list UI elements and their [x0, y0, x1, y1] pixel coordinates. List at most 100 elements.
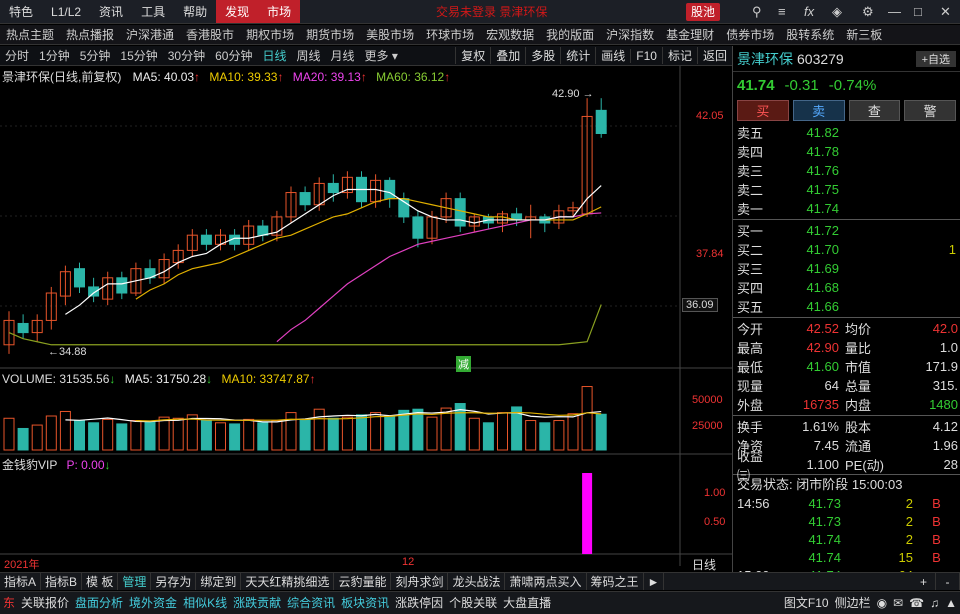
bottom-tab[interactable]: 境外资金: [129, 596, 178, 610]
nav-item[interactable]: 香港股市: [186, 28, 235, 42]
nav-item[interactable]: 环球市场: [426, 28, 475, 42]
broadcast-icon[interactable]: ◉: [876, 596, 888, 610]
minimize-icon[interactable]: —: [888, 4, 901, 19]
ask-level[interactable]: 卖五 41.82: [733, 123, 960, 142]
period-intraday[interactable]: 分时: [5, 49, 30, 63]
bottom-tab[interactable]: 个股关联: [449, 596, 498, 610]
ask-level[interactable]: 卖三 41.76: [733, 161, 960, 180]
nav-item[interactable]: 沪深港通: [126, 28, 175, 42]
draw-line-button[interactable]: 画线: [595, 47, 630, 64]
watchlist-button[interactable]: +自选: [915, 50, 956, 67]
multi-stock-button[interactable]: 多股: [525, 47, 560, 64]
gear-icon[interactable]: ⚙: [862, 4, 874, 19]
query-button[interactable]: 查: [848, 100, 901, 121]
bottom-tab[interactable]: 关联报价: [21, 596, 70, 610]
ask-level[interactable]: 卖一 41.74: [733, 199, 960, 218]
stock-pool-button[interactable]: 股池: [686, 3, 721, 21]
kline-chart[interactable]: [0, 66, 732, 572]
nav-item[interactable]: 基金理财: [666, 28, 715, 42]
compass-icon[interactable]: ◈: [832, 4, 842, 19]
period-60min[interactable]: 60分钟: [215, 49, 253, 63]
zoom-in-icon[interactable]: +: [912, 573, 936, 590]
period-daily[interactable]: 日线: [262, 49, 287, 63]
nav-item[interactable]: 热点播报: [66, 28, 115, 42]
fx-icon[interactable]: fx: [804, 4, 815, 19]
bottom-tab[interactable]: 板块资讯: [341, 596, 390, 610]
nav-item[interactable]: 债券市场: [726, 28, 775, 42]
tab-bind[interactable]: 绑定到: [196, 573, 242, 590]
nav-item[interactable]: 期货市场: [306, 28, 355, 42]
overlay-button[interactable]: 叠加: [490, 47, 525, 64]
tab-indicator-b[interactable]: 指标B: [41, 573, 83, 590]
menu-market[interactable]: 市场: [258, 0, 301, 23]
menu-news[interactable]: 资讯: [99, 4, 124, 19]
nav-item[interactable]: 宏观数据: [486, 28, 535, 42]
bottom-tab[interactable]: 涨跌贡献: [233, 596, 282, 610]
tab-save-as[interactable]: 另存为: [151, 573, 197, 590]
nav-item[interactable]: 美股市场: [366, 28, 415, 42]
bid-level[interactable]: 买二 41.70 1: [733, 240, 960, 259]
period-weekly[interactable]: 周线: [296, 49, 321, 63]
tab-indicator-a[interactable]: 指标A: [0, 573, 42, 590]
close-icon[interactable]: ✕: [940, 4, 951, 19]
period-1min[interactable]: 1分钟: [39, 49, 70, 63]
period-label[interactable]: 日线: [692, 558, 717, 572]
search-icon[interactable]: ⚲: [752, 4, 762, 19]
tab-indicator[interactable]: 龙头战法: [448, 573, 506, 590]
nav-item[interactable]: 我的版面: [546, 28, 595, 42]
bid-level[interactable]: 买五 41.66: [733, 297, 960, 316]
bid-level[interactable]: 买三 41.69: [733, 259, 960, 278]
period-30min[interactable]: 30分钟: [167, 49, 206, 63]
expand-icon[interactable]: ▲: [945, 596, 957, 610]
tab-indicator[interactable]: 天天红精挑细选: [241, 573, 335, 590]
menu-l1l2[interactable]: L1/L2: [51, 4, 82, 19]
bottom-tab[interactable]: 盘面分析: [75, 596, 124, 610]
period-15min[interactable]: 15分钟: [120, 49, 158, 63]
back-button[interactable]: 返回: [696, 47, 732, 64]
zoom-out-icon[interactable]: -: [936, 573, 960, 590]
chart-pane[interactable]: 景津环保(日线,前复权) MA5: 40.03↑ MA10: 39.33↑ MA…: [0, 66, 732, 572]
period-monthly[interactable]: 月线: [330, 49, 355, 63]
tab-indicator[interactable]: 萧啸两点买入: [505, 573, 587, 590]
f10-tab[interactable]: 图文F10: [783, 596, 829, 610]
tab-indicator[interactable]: 云豹量能: [334, 573, 392, 590]
menu-discover[interactable]: 发现: [216, 0, 259, 23]
period-more[interactable]: 更多 ▾: [364, 49, 398, 63]
scroll-right-icon[interactable]: ►: [644, 573, 665, 590]
nav-item[interactable]: 新三板: [846, 28, 883, 42]
adjust-button[interactable]: 复权: [455, 47, 490, 64]
period-5min[interactable]: 5分钟: [79, 49, 111, 63]
bottom-tab[interactable]: 综合资讯: [287, 596, 336, 610]
ask-level[interactable]: 卖二 41.75: [733, 180, 960, 199]
f10-button[interactable]: F10: [630, 48, 662, 63]
statistics-button[interactable]: 统计: [560, 47, 595, 64]
nav-item[interactable]: 股转系统: [786, 28, 835, 42]
phone-icon[interactable]: ☎: [909, 596, 925, 610]
menu-featured[interactable]: 特色: [9, 4, 34, 19]
nav-item[interactable]: 热点主题: [6, 28, 55, 42]
nav-item[interactable]: 期权市场: [246, 28, 295, 42]
menu-tools[interactable]: 工具: [141, 4, 166, 19]
bid-level[interactable]: 买四 41.68: [733, 278, 960, 297]
reduce-marker[interactable]: 减: [456, 356, 471, 372]
nav-item[interactable]: 沪深指数: [606, 28, 655, 42]
mark-button[interactable]: 标记: [661, 47, 697, 64]
east-label[interactable]: 东: [3, 596, 16, 610]
bid-level[interactable]: 买一 41.72: [733, 221, 960, 240]
bottom-tab[interactable]: 涨跌停因: [395, 596, 444, 610]
alert-button[interactable]: 警: [904, 100, 956, 121]
restore-icon[interactable]: □: [914, 4, 922, 19]
buy-button[interactable]: 买: [737, 100, 789, 121]
tab-indicator[interactable]: 筹码之王: [587, 573, 644, 590]
message-icon[interactable]: ✉: [893, 596, 904, 610]
tab-manage[interactable]: 管理: [118, 573, 152, 590]
menu-icon[interactable]: ≡: [778, 4, 786, 19]
ask-level[interactable]: 卖四 41.78: [733, 142, 960, 161]
sell-button[interactable]: 卖: [792, 100, 845, 121]
tab-template[interactable]: 模 板: [82, 573, 119, 590]
sidebar-toggle[interactable]: 侧边栏: [834, 596, 871, 610]
bell-icon[interactable]: ♫: [930, 596, 940, 610]
bottom-tab[interactable]: 相似K线: [183, 596, 228, 610]
bottom-tab[interactable]: 大盘直播: [503, 596, 552, 610]
tab-indicator[interactable]: 刻舟求剑: [391, 573, 449, 590]
